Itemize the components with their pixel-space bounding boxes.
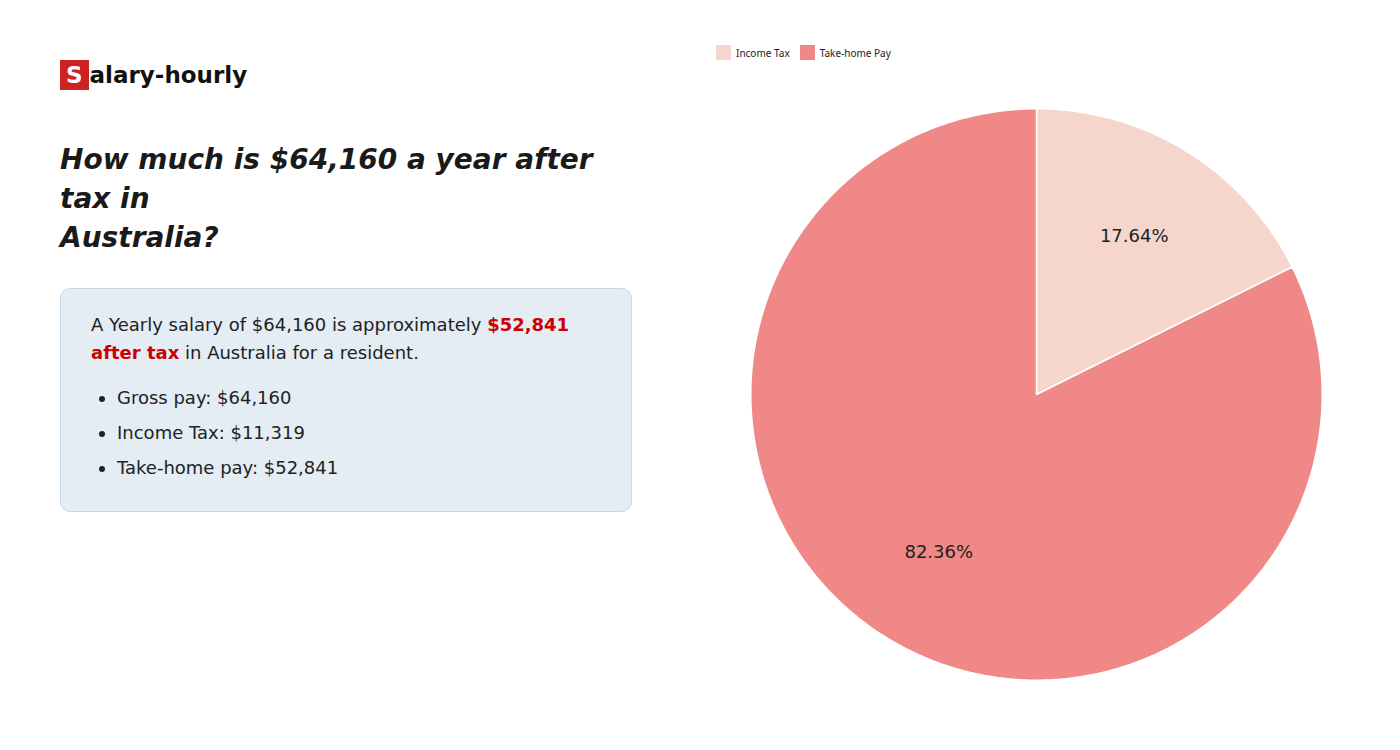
svg-text:17.64%: 17.64% [1100, 225, 1169, 246]
html-text:Take-home Pay: Take-home Pay [819, 45, 891, 60]
html-text:Income Tax: Income Tax [736, 45, 790, 60]
html-text:A Yearly salary of $64,160 is: A Yearly salary of $64,160 is approximat… [91, 313, 576, 364]
svg-text:82.36%: 82.36% [904, 541, 973, 562]
html-text:How much is $64,160 a year aft: How much is $64,160 a year after tax in … [60, 143, 593, 255]
html-text:S alary-hourly: S alary-hourly [66, 62, 248, 88]
html-text:Take-home pay: $52,841: Take-home pay: $52,841 [117, 456, 339, 478]
html-text:Income Tax: $11,319: Income Tax: $11,319 [117, 422, 305, 443]
html-text:Gross pay: $64,160: Gross pay: $64,160 [117, 387, 292, 409]
